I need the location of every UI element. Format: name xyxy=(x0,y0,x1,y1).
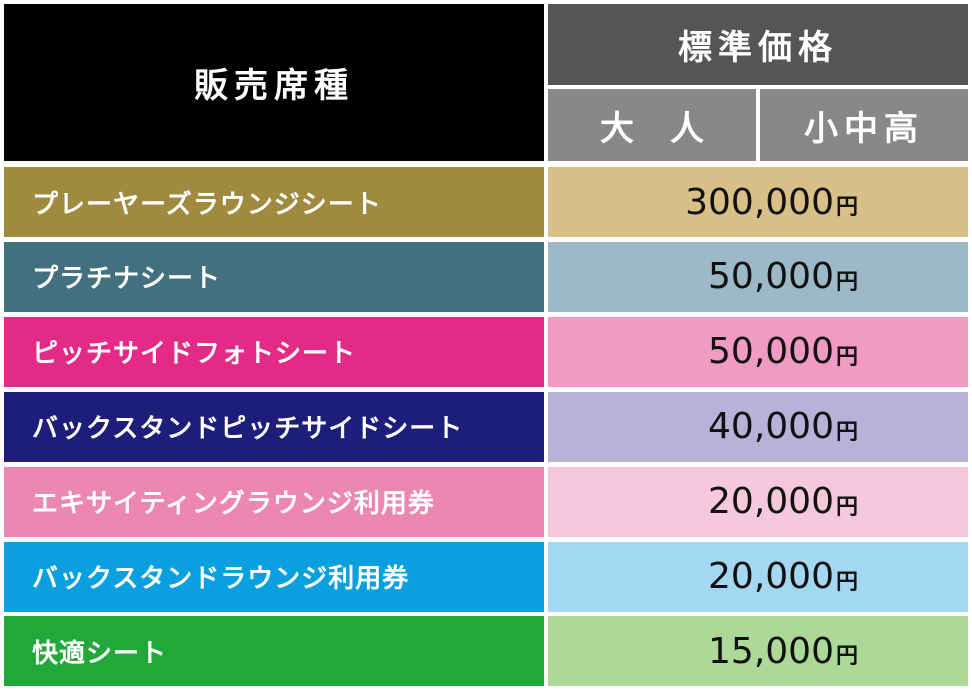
price-cell: 15,000 円 xyxy=(548,616,968,687)
standard-price-header: 標準価格 xyxy=(548,4,968,85)
child-header: 小中高 xyxy=(760,89,968,161)
price: 20,000 xyxy=(708,481,834,523)
seat-type-header: 販売席種 xyxy=(4,4,544,161)
currency-unit: 円 xyxy=(835,644,858,670)
currency-unit: 円 xyxy=(835,419,858,445)
price: 50,000 xyxy=(708,256,834,298)
price-cell: 50,000 円 xyxy=(548,241,968,312)
seat-name: プラチナシート xyxy=(4,241,544,312)
seat-name: バックスタンドピッチサイドシート xyxy=(4,391,544,462)
currency-unit: 円 xyxy=(835,195,858,220)
seat-name: バックスタンドラウンジ利用券 xyxy=(4,541,544,612)
currency-unit: 円 xyxy=(835,344,858,370)
currency-unit: 円 xyxy=(835,569,858,595)
adult-header: 大人 xyxy=(548,89,756,161)
price: 50,000 xyxy=(708,331,834,373)
seat-name: 快適シート xyxy=(4,616,544,687)
price-cell: 50,000 円 xyxy=(548,316,968,387)
seat-name: プレーヤーズラウンジシート xyxy=(4,167,544,237)
seat-name: エキサイティングラウンジ利用券 xyxy=(4,466,544,537)
price-cell: 300,000 円 xyxy=(548,167,968,237)
price-cell: 20,000 円 xyxy=(548,541,968,612)
price-cell: 20,000 円 xyxy=(548,466,968,537)
seat-name: ピッチサイドフォトシート xyxy=(4,316,544,387)
price: 300,000 xyxy=(685,181,834,223)
price: 40,000 xyxy=(708,406,834,448)
currency-unit: 円 xyxy=(835,269,858,295)
price: 20,000 xyxy=(708,556,834,597)
price-cell: 40,000 円 xyxy=(548,391,968,462)
currency-unit: 円 xyxy=(835,494,858,520)
price: 15,000 xyxy=(708,630,834,672)
